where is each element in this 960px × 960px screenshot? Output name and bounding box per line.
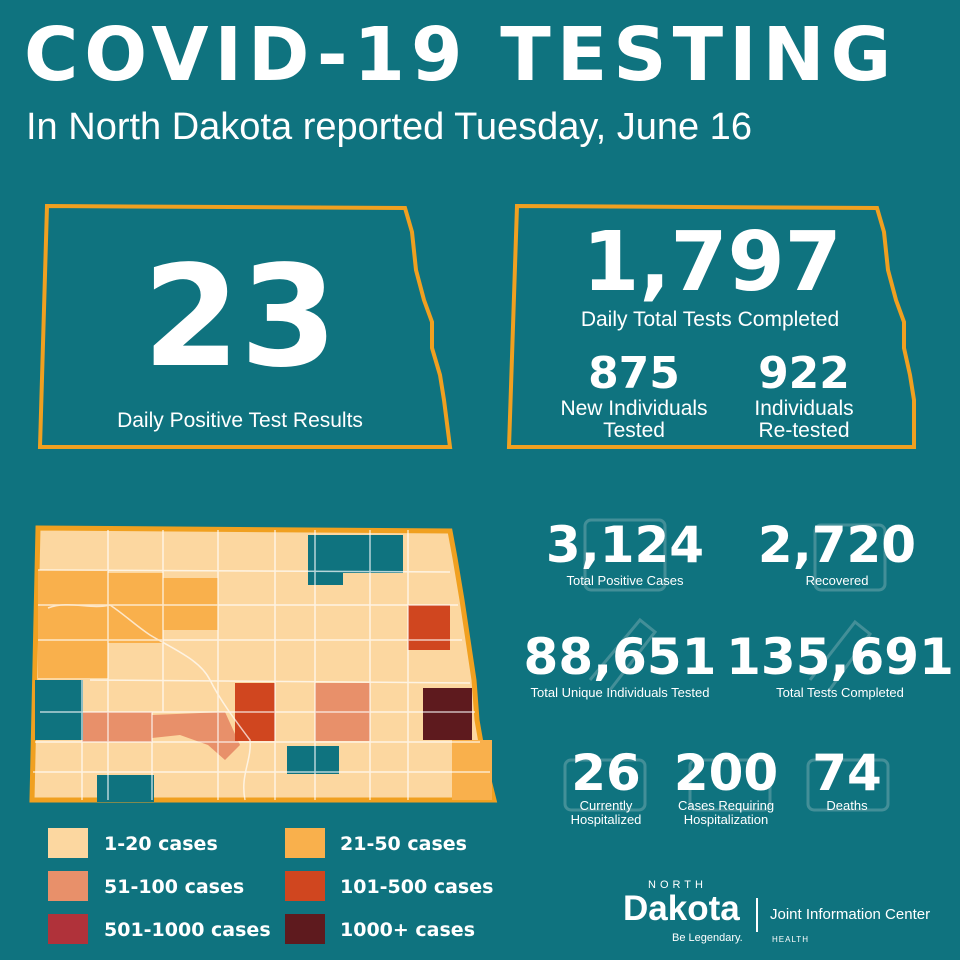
county-21-50 [108, 573, 163, 643]
retested-label-2: Re-tested [758, 419, 850, 442]
logo-health: HEALTH [772, 935, 809, 944]
legend-swatch-501-1000 [48, 914, 88, 944]
logo-dakota: Dakota [623, 889, 740, 928]
page-subtitle: In North Dakota reported Tuesday, June 1… [26, 106, 752, 148]
cases-hosp-label-1: Cases Requiring [677, 798, 775, 813]
legend-label-101-500: 101-500 cases [340, 876, 494, 898]
county-zero [97, 775, 154, 802]
legend-label-1-20: 1-20 cases [104, 833, 218, 855]
county-21-50 [452, 740, 492, 800]
legend-swatch-101-500 [285, 871, 325, 901]
state-outline-left [37, 203, 453, 449]
legend-label-501-1000: 501-1000 cases [104, 919, 271, 941]
total-tests-value: 135,691 [726, 628, 954, 686]
daily-tests-value: 1,797 [582, 215, 842, 310]
county-zero [308, 535, 343, 585]
ghost-icons [563, 518, 890, 812]
logo-north: NORTH [648, 879, 707, 891]
deaths-value: 74 [812, 744, 882, 802]
logo-divider [756, 898, 758, 932]
hospitalized-label-2: Hospitalized [570, 812, 642, 827]
legend-label-1000-plus: 1000+ cases [340, 919, 476, 941]
county-zero [35, 680, 83, 740]
county-101-500 [408, 605, 450, 650]
state-outline-right [506, 203, 916, 449]
page-title: COVID-19 TESTING [24, 12, 898, 98]
legend-swatch-21-50 [285, 828, 325, 858]
new-individuals-label-1: New Individuals [560, 397, 708, 420]
legend-label-51-100: 51-100 cases [104, 876, 245, 898]
total-positive-label: Total Positive Cases [566, 573, 684, 588]
county-map [29, 525, 498, 803]
county-21-50 [38, 570, 108, 678]
county-1000-plus [423, 688, 472, 740]
retested-value: 922 [758, 348, 850, 399]
hospitalized-label-1: Currently [579, 798, 633, 813]
legend-swatch-51-100 [48, 871, 88, 901]
cases-hosp-label-2: Hospitalization [683, 812, 769, 827]
legend-swatch-1-20 [48, 828, 88, 858]
logo-tagline: Be Legendary. [672, 932, 743, 944]
county-21-50 [163, 578, 218, 630]
unique-tested-value: 88,651 [523, 628, 717, 686]
recovered-value: 2,720 [757, 516, 917, 574]
retested-label-1: Individuals [754, 397, 854, 420]
total-tests-label: Total Tests Completed [776, 685, 904, 700]
county-zero [343, 535, 403, 573]
logo-jic: Joint Information Center [770, 906, 931, 923]
total-positive-value: 3,124 [545, 516, 705, 574]
daily-positive-value: 23 [142, 236, 338, 399]
hospitalized-value: 26 [571, 744, 641, 802]
legend-swatch-1000-plus [285, 914, 325, 944]
unique-tested-label: Total Unique Individuals Tested [530, 685, 710, 700]
legend-label-21-50: 21-50 cases [340, 833, 467, 855]
new-individuals-value: 875 [588, 348, 680, 399]
daily-tests-label: Daily Total Tests Completed [580, 308, 840, 331]
county-51-100 [82, 712, 152, 742]
recovered-label: Recovered [805, 573, 869, 588]
daily-positive-label: Daily Positive Test Results [117, 409, 363, 432]
new-individuals-label-2: Tested [603, 419, 665, 442]
county-zero [287, 746, 339, 774]
cases-hosp-value: 200 [673, 744, 779, 802]
deaths-label: Deaths [826, 798, 868, 813]
